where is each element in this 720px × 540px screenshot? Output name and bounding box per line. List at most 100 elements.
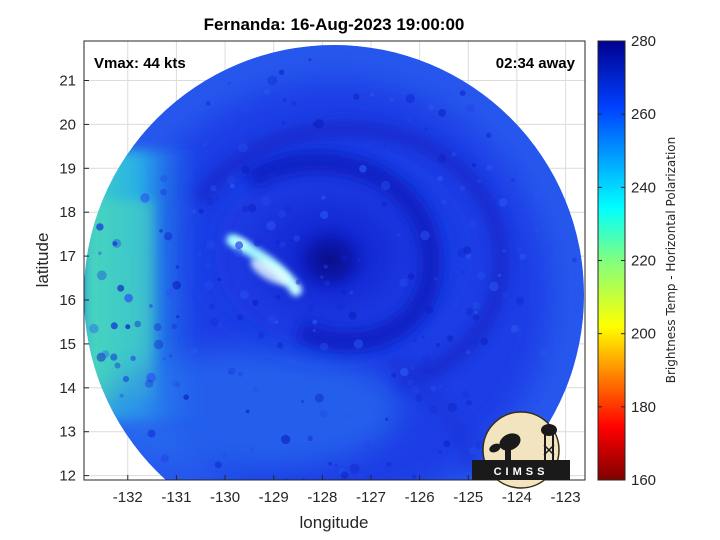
texture-dot [308, 58, 312, 62]
colorbar [597, 40, 626, 481]
texture-dot [349, 463, 360, 474]
texture-dot [468, 219, 477, 229]
texture-dot [356, 435, 361, 441]
texture-dot [282, 98, 287, 102]
texture-dot [301, 400, 305, 403]
swath-texture [89, 58, 580, 532]
texture-dot [511, 178, 515, 183]
texture-dot [334, 463, 338, 467]
texture-dot [314, 393, 324, 403]
x-axis-label: longitude [299, 513, 368, 532]
texture-dot [477, 179, 482, 183]
texture-dot [502, 249, 506, 253]
texture-dot [210, 185, 217, 192]
texture-dot [320, 210, 329, 220]
texture-dot [250, 447, 254, 452]
texture-dot [312, 319, 318, 325]
texture-dot [385, 417, 389, 421]
texture-dot [321, 195, 326, 200]
texture-dot [217, 277, 222, 282]
texture-dot [465, 253, 472, 260]
eye-region [288, 222, 372, 298]
texture-dot [438, 109, 446, 117]
y-tick-label: 13 [59, 424, 76, 441]
texture-dot [429, 405, 438, 414]
texture-dot [472, 163, 476, 168]
texture-dot [261, 196, 271, 207]
texture-dot [425, 305, 434, 314]
texture-dot [475, 440, 485, 450]
texture-dot [437, 154, 447, 163]
y-tick-label: 12 [59, 468, 76, 485]
time-away-annotation: 02:34 away [496, 55, 576, 72]
texture-dot [519, 253, 526, 260]
texture-dot [572, 257, 577, 263]
texture-dot [477, 271, 486, 280]
texture-dot [437, 175, 443, 182]
texture-dot [267, 75, 278, 86]
texture-dot [461, 390, 470, 399]
texture-dot [266, 220, 276, 231]
texture-dot [415, 394, 423, 402]
texture-dot [411, 474, 417, 480]
texture-dot [119, 393, 124, 398]
texture-dot [517, 246, 523, 253]
brightness-temp-swath [84, 45, 584, 532]
texture-dot [432, 479, 441, 480]
texture-dot [451, 151, 457, 157]
texture-dot [363, 441, 372, 449]
texture-dot [354, 205, 359, 210]
texture-dot [222, 454, 227, 458]
colorbar-label: Brightness Temp - Horizontal Polarizatio… [664, 137, 678, 384]
texture-dot [459, 185, 466, 191]
texture-dot [266, 314, 277, 325]
x-tick-label: -123 [551, 489, 581, 506]
texture-dot [469, 338, 475, 344]
texture-dot [274, 320, 279, 324]
y-axis: 12 13 14 15 16 17 18 19 20 21 [59, 73, 89, 485]
y-tick-label: 20 [59, 116, 76, 133]
texture-dot [353, 93, 360, 100]
texture-dot [147, 429, 156, 438]
texture-dot [160, 454, 169, 463]
texture-dot [489, 281, 499, 292]
texture-dot [228, 367, 236, 375]
texture-dot [336, 506, 340, 510]
y-axis-label: latitude [33, 233, 52, 288]
texture-dot [275, 240, 280, 245]
texture-dot [359, 165, 367, 173]
texture-dot [284, 205, 292, 213]
texture-dot [101, 350, 110, 358]
texture-dot [265, 529, 268, 532]
texture-dot [226, 175, 236, 185]
texture-dot [159, 229, 163, 233]
texture-dot [192, 209, 197, 214]
texture-dot [459, 90, 466, 97]
texture-dot [543, 243, 553, 254]
texture-dot [402, 518, 409, 525]
texture-dot [396, 233, 401, 238]
texture-dot [227, 81, 232, 86]
texture-dot [436, 483, 443, 490]
texture-dot [190, 347, 198, 355]
texture-dot [146, 372, 157, 383]
texture-dot [501, 292, 509, 299]
texture-dot [235, 357, 242, 363]
texture-dot [434, 276, 438, 281]
texture-dot [461, 270, 465, 275]
texture-dot [453, 118, 461, 126]
texture-dot [149, 304, 153, 308]
texture-dot [486, 164, 493, 171]
texture-dot [281, 121, 286, 125]
y-tick-label: 14 [59, 380, 76, 397]
texture-dot [245, 409, 250, 414]
x-tick-label: -131 [161, 489, 191, 506]
texture-dot [430, 385, 437, 392]
texture-dot [424, 127, 428, 131]
texture-dot [280, 434, 291, 445]
texture-dot [390, 97, 394, 102]
texture-dot [465, 307, 474, 316]
texture-dot [469, 446, 477, 455]
texture-dot [328, 461, 333, 466]
